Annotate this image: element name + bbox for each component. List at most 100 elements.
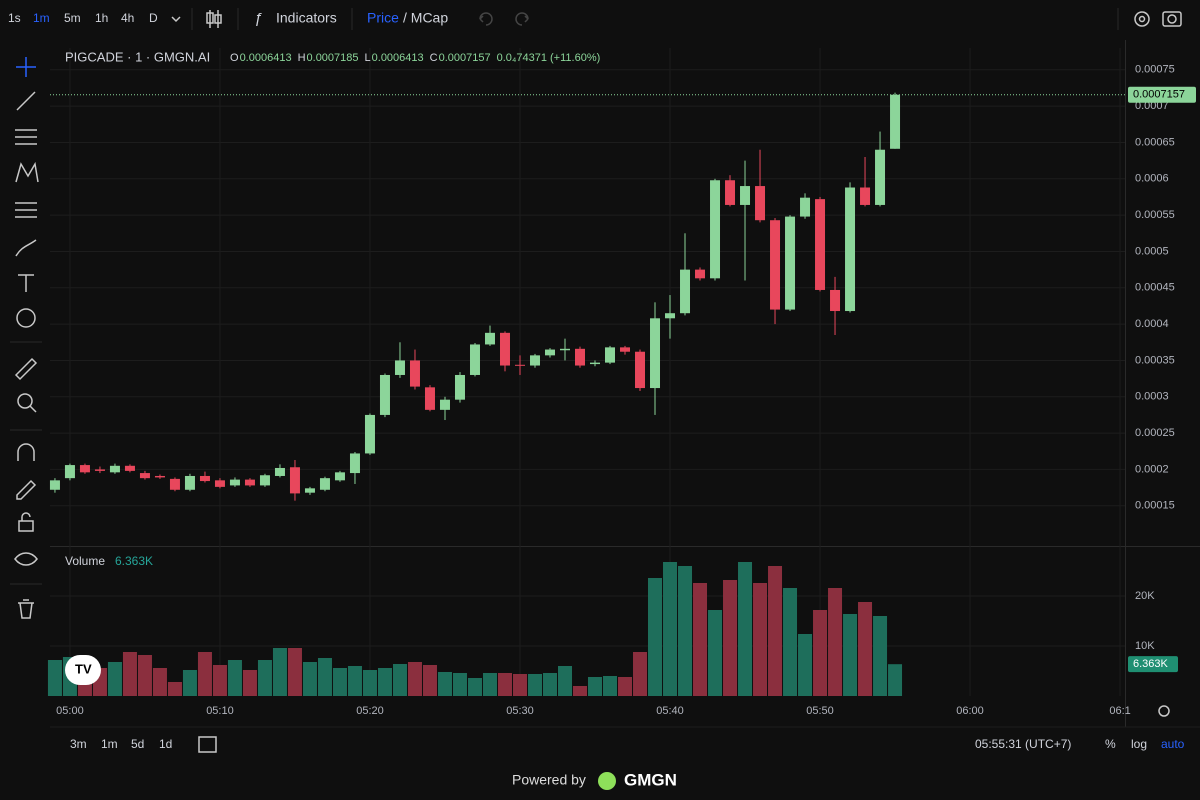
candle-body xyxy=(154,475,165,478)
candle-body xyxy=(875,149,886,205)
ruler-tool[interactable] xyxy=(14,357,38,381)
line-tool[interactable] xyxy=(16,91,36,111)
volume-bar xyxy=(753,583,768,696)
tv-logo[interactable] xyxy=(65,655,101,685)
undo[interactable] xyxy=(479,12,493,26)
ohlc-letter: L xyxy=(365,52,371,64)
clock: 05:55:31 (UTC+7) xyxy=(975,737,1071,751)
volume-bar xyxy=(873,616,888,696)
y-tick-label: 0.00045 xyxy=(1135,282,1175,294)
volume-bar xyxy=(257,660,272,696)
range[interactable]: 5d xyxy=(131,737,144,751)
interval[interactable]: 5m xyxy=(64,11,81,25)
volume-bar xyxy=(693,583,708,696)
screenshot-lens xyxy=(1167,14,1177,24)
chart-type-icon[interactable] xyxy=(206,10,222,28)
axis-settings[interactable] xyxy=(1158,705,1170,717)
log-toggle[interactable]: log xyxy=(1131,737,1147,751)
volume-bar xyxy=(197,652,212,696)
volume-bar xyxy=(467,678,482,696)
mcap-toggle[interactable]: / MCap xyxy=(403,10,448,26)
zoom-tool[interactable] xyxy=(17,393,33,409)
volume-bar xyxy=(843,614,858,696)
candle-body xyxy=(890,94,901,149)
candle-body xyxy=(710,180,721,279)
visibility-tool[interactable] xyxy=(14,552,38,566)
volume-bar xyxy=(107,662,122,696)
interval[interactable]: 1m xyxy=(33,11,50,25)
y2-tick-label: 20K xyxy=(1135,590,1155,602)
volume-bar xyxy=(858,602,873,696)
y-tick-label: 0.00075 xyxy=(1135,64,1175,76)
fx-icon[interactable]: ƒ xyxy=(254,10,262,27)
y-tick-label: 0.0006 xyxy=(1135,173,1169,185)
candle-body xyxy=(64,465,75,479)
auto-toggle[interactable]: auto xyxy=(1161,737,1185,751)
volume-bar xyxy=(572,686,587,696)
lock-drawing-tool[interactable] xyxy=(16,479,37,500)
x-tick-label: 05:00 xyxy=(56,705,84,717)
interval[interactable]: 1h xyxy=(95,11,108,25)
projection-tool[interactable] xyxy=(15,202,37,218)
ohlc-value: 0.0007157 xyxy=(439,52,491,64)
range[interactable]: 3m xyxy=(70,737,87,751)
y-tick-label: 0.00025 xyxy=(1135,427,1175,439)
last-price-label: 0.0007157 xyxy=(1133,89,1185,101)
pattern-tool[interactable] xyxy=(15,161,39,183)
range[interactable]: 1d xyxy=(159,737,172,751)
volume-bar xyxy=(167,682,182,696)
ohlc-letter: H xyxy=(298,52,306,64)
y-tick-label: 0.0003 xyxy=(1135,391,1169,403)
y-tick-label: 0.00015 xyxy=(1135,500,1175,512)
volume-bar xyxy=(618,677,633,696)
price-toggle[interactable]: Price xyxy=(367,10,399,26)
candle-body xyxy=(559,348,570,351)
chevron[interactable] xyxy=(171,16,181,23)
interval[interactable]: D xyxy=(149,11,158,25)
settings-icon[interactable] xyxy=(1134,11,1150,27)
emoji-tool[interactable] xyxy=(16,308,36,328)
interval[interactable]: 4h xyxy=(121,11,134,25)
percent-toggle[interactable]: % xyxy=(1105,737,1116,751)
candle-body xyxy=(364,414,375,454)
range[interactable]: 1m xyxy=(101,737,118,751)
interval[interactable]: 1s xyxy=(8,11,21,25)
volume-bar xyxy=(422,665,437,696)
lock-tool[interactable] xyxy=(18,520,34,532)
x-tick-label: 06:1 xyxy=(1109,705,1130,717)
candle-body xyxy=(454,374,465,400)
delete-tool[interactable] xyxy=(18,599,34,619)
y-tick-label: 0.0005 xyxy=(1135,245,1169,257)
date-range-icon[interactable] xyxy=(198,736,217,753)
volume-bar xyxy=(542,673,557,696)
text-tool[interactable] xyxy=(18,274,34,292)
volume-bar xyxy=(317,658,332,696)
y-tick-label: 0.00065 xyxy=(1135,136,1175,148)
volume-bar xyxy=(377,668,392,696)
last-volume-label: 6.363K xyxy=(1133,658,1169,670)
volume-bar xyxy=(527,674,542,696)
crosshair-tool[interactable] xyxy=(16,57,36,77)
settings-icon-center xyxy=(1138,15,1146,23)
fib-tool[interactable] xyxy=(15,129,37,145)
y-tick-label: 0.0004 xyxy=(1135,318,1169,330)
candle-body xyxy=(214,480,225,487)
screenshot-icon[interactable] xyxy=(1162,11,1182,27)
indicators-button[interactable]: Indicators xyxy=(276,10,337,26)
ohlc-value: 0.0007185 xyxy=(307,52,359,64)
volume-bar xyxy=(272,648,287,696)
volume-bar xyxy=(588,677,603,696)
y-tick-label: 0.00055 xyxy=(1135,209,1175,221)
zoom-handle xyxy=(29,405,37,413)
x-tick-label: 05:20 xyxy=(356,705,384,717)
volume-bar xyxy=(152,668,167,696)
volume-bar xyxy=(392,664,407,696)
magnet-tool[interactable] xyxy=(17,443,35,461)
volume-bar xyxy=(362,670,377,696)
top-toolbar: 1s 1m 5m 1h 4h D ƒ Indicators Price / MC… xyxy=(8,8,1182,30)
brush-tool[interactable] xyxy=(15,239,37,257)
volume-bar xyxy=(723,580,738,696)
volume-bar xyxy=(122,652,137,696)
redo[interactable] xyxy=(515,12,529,26)
volume-bar xyxy=(212,665,227,696)
